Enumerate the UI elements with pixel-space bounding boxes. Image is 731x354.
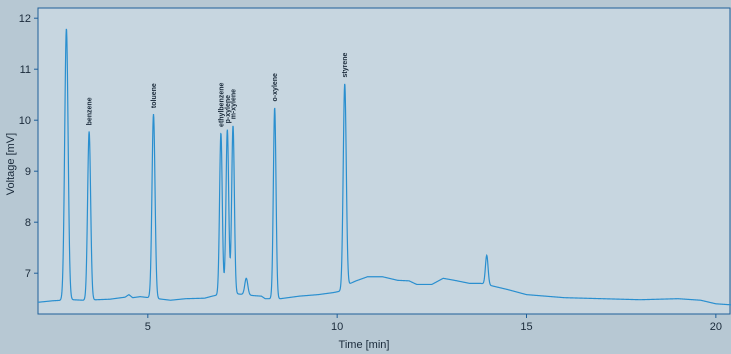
x-tick-label: 5 [145, 321, 151, 333]
peak-label: o-xylene [272, 73, 279, 102]
x-tick-label: 15 [520, 321, 532, 333]
peak-label: styrene [342, 52, 349, 77]
y-tick-label: 11 [20, 64, 31, 76]
y-axis-label: Voltage [mV] [5, 133, 17, 195]
y-tick-label: 8 [25, 217, 31, 229]
chromatogram-line [37, 28, 731, 306]
x-axis-label: Time [min] [339, 339, 390, 351]
plot-area [37, 7, 731, 315]
x-tick-label: 20 [710, 321, 722, 333]
peak-label: m-xylene [231, 89, 238, 119]
peak-label: ethylbenzene [218, 82, 225, 126]
peak-label: p-xylene [225, 95, 232, 124]
y-tick-label: 10 [19, 115, 31, 127]
x-tick-label: 10 [331, 321, 343, 333]
y-tick-label: 9 [25, 166, 31, 178]
y-tick-label: 12 [19, 13, 31, 25]
peak-label: toluene [151, 83, 158, 108]
peak-label: benzene [87, 97, 94, 125]
y-tick-label: 7 [25, 268, 31, 280]
